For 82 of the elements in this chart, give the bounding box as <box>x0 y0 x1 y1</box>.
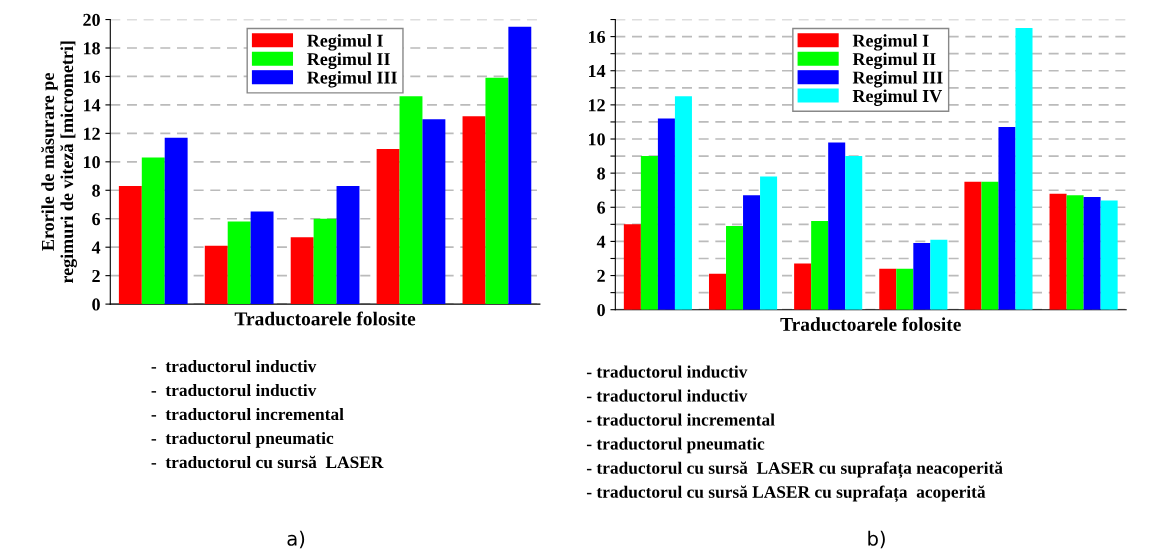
bar <box>227 221 251 305</box>
bar <box>250 211 274 305</box>
text: - traductorul incremental <box>151 407 344 421</box>
bar <box>743 195 761 310</box>
text: - traductorul incremental <box>586 413 775 426</box>
y-tick-label: 16 <box>589 30 606 44</box>
bar <box>1083 197 1101 310</box>
legend-label: Regimul II <box>852 52 936 70</box>
bar <box>623 224 641 310</box>
text: - traductorul pneumatic <box>586 437 765 454</box>
legend-label: Regimul I <box>307 34 383 51</box>
bar <box>640 156 658 310</box>
bar <box>399 96 423 305</box>
bar <box>204 245 228 305</box>
bar <box>726 226 744 310</box>
bar <box>141 157 165 305</box>
bar <box>896 268 914 310</box>
text: b) <box>868 530 885 549</box>
bar <box>811 220 829 310</box>
text: - traductorul inductiv <box>586 389 748 402</box>
legend-label: Regimul III <box>852 70 943 88</box>
bar <box>657 118 675 310</box>
bar <box>336 186 360 305</box>
bar <box>828 142 846 310</box>
bar <box>794 263 812 310</box>
bar <box>1049 193 1067 310</box>
y-tick-label: 8 <box>92 184 100 197</box>
y-tick-label: 14 <box>83 99 101 112</box>
bar <box>118 186 142 305</box>
x-axis-title: Traductoarele folosite <box>234 311 416 326</box>
y-tick-label: 12 <box>589 99 605 112</box>
bar <box>1015 28 1033 310</box>
y-tick-label: 4 <box>596 235 606 248</box>
bar <box>508 26 532 305</box>
y-tick-label: 14 <box>589 65 606 77</box>
text: - traductorul cu sursă LASER <box>151 455 384 469</box>
legend-label: Regimul I <box>852 34 929 51</box>
text: - traductorul inductiv <box>586 365 748 378</box>
y-axis-title: Erorile de măsurare pe regimuri de viteză [micrometri] <box>41 41 77 284</box>
bar <box>845 156 863 310</box>
bar <box>1066 195 1084 310</box>
y-tick-label: 4 <box>91 241 101 254</box>
y-tick-label: 2 <box>597 269 605 282</box>
legend-label: Regimul II <box>307 52 390 70</box>
text: - traductorul inductiv <box>151 359 317 373</box>
y-tick-label: 6 <box>597 201 606 214</box>
text: - traductorul pneumatic <box>151 431 334 448</box>
y-tick-label: 10 <box>83 156 100 169</box>
bar <box>760 176 778 310</box>
x-axis-title: Traductoarele folosite <box>780 317 961 332</box>
bar <box>1100 200 1118 310</box>
legend-label: Regimul IV <box>852 89 943 106</box>
bar <box>981 181 999 310</box>
y-tick-label: 18 <box>83 42 100 55</box>
text: - traductorul cu sursă LASER cu suprafața neacoperită <box>586 461 1003 479</box>
bar <box>674 96 692 310</box>
y-tick-label: 16 <box>83 70 101 83</box>
y-tick-label: 12 <box>83 127 100 140</box>
text: - traductorul cu sursă LASER cu suprafața acoperită <box>586 485 986 503</box>
text: a) <box>287 530 305 549</box>
bar <box>164 137 188 305</box>
y-tick-label: 0 <box>92 298 100 311</box>
legend-label: Regimul III <box>307 70 397 88</box>
bar <box>376 149 400 305</box>
y-tick-label: 6 <box>92 213 101 226</box>
y-tick-label: 8 <box>597 167 606 180</box>
bar <box>462 116 486 305</box>
bar <box>290 237 314 305</box>
y-tick-label: 20 <box>83 13 100 26</box>
bar <box>708 273 727 310</box>
bar <box>313 218 337 305</box>
y-tick-label: 10 <box>589 133 605 146</box>
y-tick-label: 2 <box>92 269 100 282</box>
bar <box>964 181 982 310</box>
bar <box>998 127 1016 310</box>
y-tick-label: 0 <box>597 303 605 317</box>
bar <box>930 239 948 310</box>
bar <box>879 268 897 310</box>
bar <box>913 243 931 310</box>
bar <box>485 77 509 305</box>
text: - traductorul inductiv <box>151 383 317 397</box>
bar <box>422 119 446 305</box>
